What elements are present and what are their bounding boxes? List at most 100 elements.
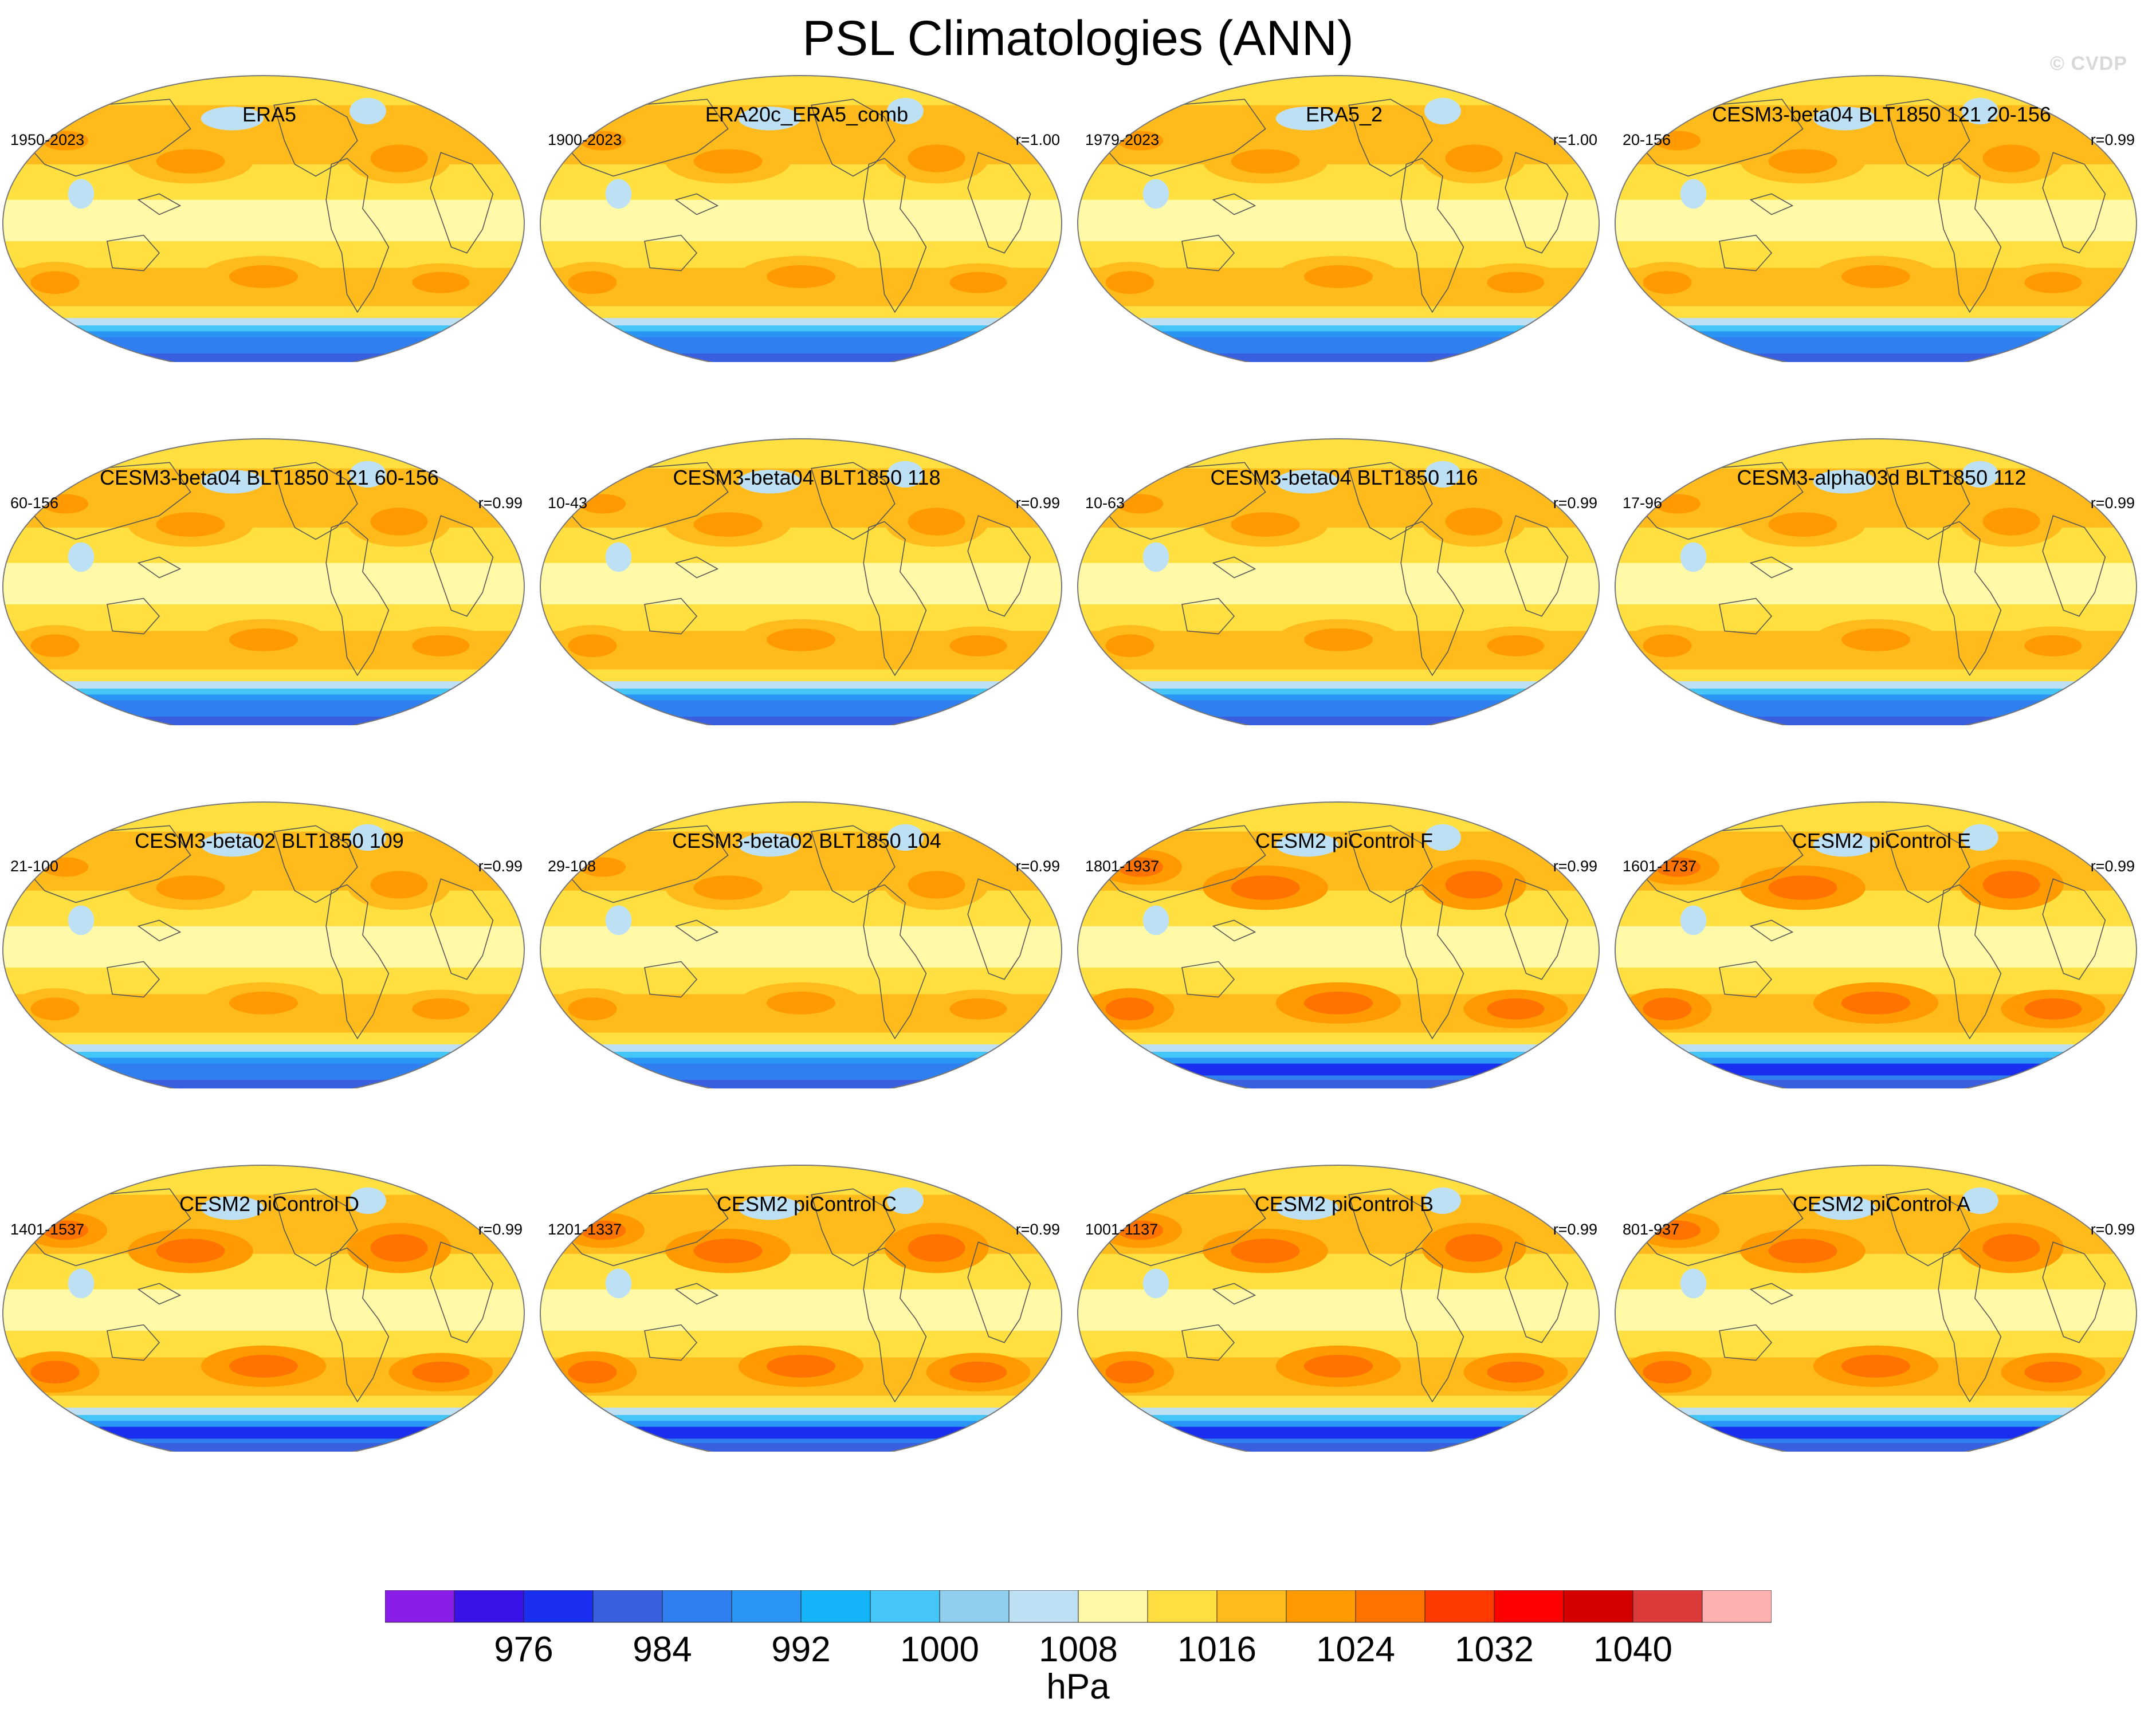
panel-correlation: r=0.99 — [2090, 858, 2135, 875]
colorbar-swatch — [592, 1590, 663, 1623]
psl-map — [2, 1165, 525, 1452]
colorbar-swatch — [454, 1590, 524, 1623]
colorbar-tick-label: 1000 — [900, 1630, 979, 1669]
panel-title: CESM2 piControl F — [1255, 829, 1434, 852]
panel-title: CESM3-beta02 BLT1850 109 — [135, 829, 404, 852]
colorbar-tick-label: 984 — [633, 1630, 692, 1669]
colorbar-swatch — [1424, 1590, 1495, 1623]
panel-correlation: r=0.99 — [1553, 858, 1597, 875]
panel-period: 1979-2023 — [1085, 131, 1160, 148]
psl-map — [1615, 75, 2137, 362]
psl-map — [1077, 75, 1600, 362]
colorbar-swatch — [939, 1590, 1010, 1623]
watermark: © CVDP — [2050, 53, 2127, 74]
panel-correlation: r=0.99 — [478, 858, 523, 875]
map-panel: CESM3-beta04 BLT1850 118 10-43 r=0.99 — [537, 363, 1076, 725]
colorbar-swatch — [1632, 1590, 1703, 1623]
colorbar-swatch — [1702, 1590, 1772, 1623]
map-panel: CESM3-beta04 BLT1850 116 10-63 r=0.99 — [1075, 363, 1613, 725]
panel-title: CESM2 piControl B — [1254, 1192, 1434, 1216]
colorbar-swatch — [1216, 1590, 1287, 1623]
colorbar-swatch — [662, 1590, 732, 1623]
colorbar-units: hPa — [1046, 1667, 1110, 1707]
colorbar-swatch — [800, 1590, 871, 1623]
map-panel: CESM2 piControl A 801-937 r=0.99 — [1612, 1090, 2151, 1452]
colorbar-swatch — [731, 1590, 802, 1623]
panel-period: 1401-1537 — [10, 1221, 85, 1238]
psl-map — [1077, 438, 1600, 725]
panel-title: CESM2 piControl D — [179, 1192, 360, 1216]
panel-period: 29-108 — [548, 858, 596, 875]
psl-map — [540, 1165, 1062, 1452]
panel-period: 801-937 — [1623, 1221, 1680, 1238]
colorbar-swatch — [1355, 1590, 1425, 1623]
panel-title: CESM2 piControl C — [716, 1192, 897, 1216]
colorbar-swatch — [1563, 1590, 1633, 1623]
panel-period: 1001-1137 — [1085, 1221, 1158, 1238]
panel-period: 1900-2023 — [548, 131, 622, 148]
colorbar-swatch — [1494, 1590, 1564, 1623]
map-panel: CESM3-beta02 BLT1850 104 29-108 r=0.99 — [537, 726, 1076, 1088]
panel-correlation: r=0.99 — [1553, 1221, 1597, 1238]
panel-correlation: r=0.99 — [478, 494, 523, 512]
panel-correlation: r=0.99 — [1553, 494, 1597, 512]
page-title: PSL Climatologies (ANN) — [802, 11, 1354, 66]
panel-title: CESM2 piControl A — [1792, 1192, 1971, 1216]
panel-title: CESM3-alpha03d BLT1850 112 — [1737, 466, 2027, 489]
panel-correlation: r=0.99 — [2090, 494, 2135, 512]
panel-title: ERA5_2 — [1305, 103, 1383, 126]
panel-title: CESM3-beta04 BLT1850 118 — [673, 466, 941, 489]
map-panel: CESM3-alpha03d BLT1850 112 17-96 r=0.99 — [1612, 363, 2151, 725]
panel-correlation: r=0.99 — [1015, 858, 1060, 875]
panel-correlation: r=0.99 — [1015, 494, 1060, 512]
map-panel: CESM2 piControl B 1001-1137 r=0.99 — [1075, 1090, 1613, 1452]
panel-correlation: r=0.99 — [2090, 1221, 2135, 1238]
panel-period: 10-43 — [548, 494, 588, 512]
panel-period: 10-63 — [1085, 494, 1125, 512]
panel-correlation: r=1.00 — [1015, 131, 1060, 148]
panel-period: 60-156 — [10, 494, 59, 512]
map-panel: CESM3-beta02 BLT1850 109 21-100 r=0.99 — [0, 726, 539, 1088]
psl-map — [1615, 1165, 2137, 1452]
map-panel: CESM2 piControl C 1201-1337 r=0.99 — [537, 1090, 1076, 1452]
panel-title: ERA5 — [242, 103, 297, 126]
psl-map — [540, 438, 1062, 725]
panel-period: 21-100 — [10, 858, 59, 875]
psl-map — [2, 801, 525, 1088]
colorbar-swatch — [1078, 1590, 1148, 1623]
panel-title: CESM2 piControl E — [1792, 829, 1972, 852]
map-panel: CESM2 piControl F 1801-1937 r=0.99 — [1075, 726, 1613, 1088]
psl-map — [540, 75, 1062, 362]
colorbar-swatch — [523, 1590, 594, 1623]
psl-map — [1077, 801, 1600, 1088]
colorbar-swatch — [1286, 1590, 1356, 1623]
panel-period: 1950-2023 — [10, 131, 85, 148]
psl-map — [2, 438, 525, 725]
panel-period: 1601-1737 — [1623, 858, 1697, 875]
colorbar-swatch — [1147, 1590, 1218, 1623]
panel-correlation: r=1.00 — [1553, 131, 1597, 148]
colorbar-swatch — [870, 1590, 940, 1623]
map-panel: CESM2 piControl E 1601-1737 r=0.99 — [1612, 726, 2151, 1088]
map-panel: CESM3-beta04 BLT1850 121 60-156 60-156 r=0… — [0, 363, 539, 725]
colorbar-tick-label: 1016 — [1177, 1630, 1256, 1669]
colorbar-swatch — [1008, 1590, 1079, 1623]
colorbar-tick-label: 992 — [771, 1630, 830, 1669]
map-panel: ERA20c_ERA5_comb 1900-2023 r=1.00 — [537, 0, 1076, 362]
panel-title: CESM3-beta04 BLT1850 121 20-156 — [1712, 103, 2051, 126]
panel-period: 1801-1937 — [1085, 858, 1160, 875]
psl-map — [1077, 1165, 1600, 1452]
psl-map — [1615, 438, 2137, 725]
map-panel: CESM2 piControl D 1401-1537 r=0.99 — [0, 1090, 539, 1452]
psl-map — [1615, 801, 2137, 1088]
panel-title: CESM3-beta04 BLT1850 116 — [1210, 466, 1478, 489]
panel-title: CESM3-beta04 BLT1850 121 60-156 — [100, 466, 439, 489]
panel-period: 20-156 — [1623, 131, 1671, 148]
panel-title: CESM3-beta02 BLT1850 104 — [672, 829, 941, 852]
panel-correlation: r=0.99 — [478, 1221, 523, 1238]
panel-period: 17-96 — [1623, 494, 1663, 512]
map-panel: ERA5 1950-2023 — [0, 0, 539, 362]
colorbar-tick-label: 976 — [494, 1630, 553, 1669]
colorbar-tick-label: 1032 — [1455, 1630, 1534, 1669]
psl-map — [2, 75, 525, 362]
